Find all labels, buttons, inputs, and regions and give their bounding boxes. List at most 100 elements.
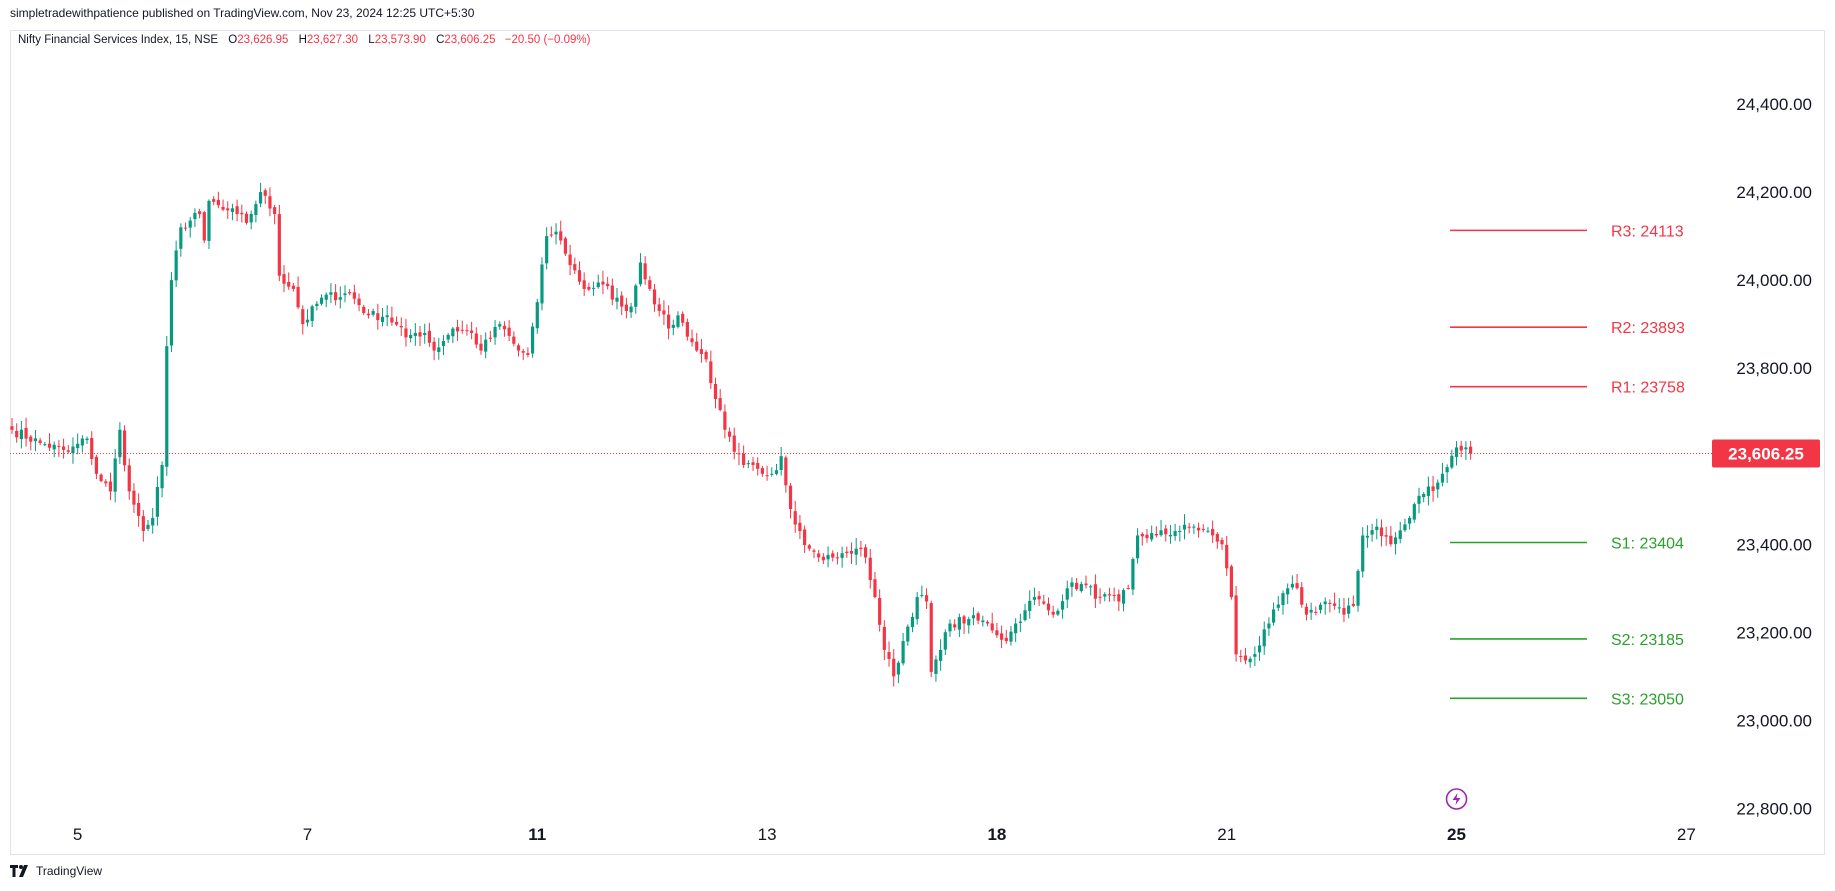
candle-body xyxy=(390,317,394,323)
candle-body xyxy=(1014,623,1018,634)
candle-body xyxy=(563,238,568,254)
candle-body xyxy=(432,341,436,351)
candle-body xyxy=(1347,605,1351,614)
candle-body xyxy=(1060,601,1065,610)
candle-body xyxy=(1314,611,1318,613)
candle-body xyxy=(990,623,994,631)
candle-body xyxy=(545,236,549,264)
candle-body xyxy=(1262,629,1266,647)
candle-body xyxy=(498,324,502,327)
candle-body xyxy=(418,332,422,337)
candle-body xyxy=(235,206,239,215)
candle-body xyxy=(521,351,525,353)
candle-body xyxy=(1300,587,1304,605)
candle-body xyxy=(746,463,750,465)
candle-body xyxy=(108,481,113,492)
candle-body xyxy=(1426,486,1430,496)
candle-body xyxy=(263,190,267,196)
candle-body xyxy=(1450,455,1454,468)
candle-body xyxy=(713,383,718,399)
candle-body xyxy=(887,652,891,659)
candle-body xyxy=(962,616,966,624)
candle-body xyxy=(1323,601,1327,605)
candle-body xyxy=(939,649,943,661)
close-value: 23,606.25 xyxy=(444,34,496,46)
candle-body xyxy=(1356,570,1360,606)
candle-body xyxy=(695,341,699,351)
candle-body xyxy=(981,620,985,623)
high-label: H xyxy=(298,34,307,46)
candle-body xyxy=(1182,524,1187,530)
candle-body xyxy=(409,334,413,339)
candle-body xyxy=(1140,533,1144,537)
candle-body xyxy=(1051,611,1055,615)
candle-body xyxy=(240,212,244,215)
candle-body xyxy=(1290,583,1294,588)
candle-body xyxy=(737,453,741,455)
candle-body xyxy=(1365,535,1370,538)
candle-body xyxy=(920,594,924,596)
y-tick-label: 22,800.00 xyxy=(1736,799,1812,818)
y-tick-label: 23,400.00 xyxy=(1736,535,1812,554)
candle-body xyxy=(1089,586,1093,588)
candle-body xyxy=(1408,517,1412,524)
candle-body xyxy=(57,445,61,447)
candle-body xyxy=(1145,534,1149,539)
candle-body xyxy=(967,619,971,626)
candle-body xyxy=(1042,601,1046,604)
candle-body xyxy=(582,280,586,289)
candle-body xyxy=(793,511,797,525)
candle-body xyxy=(488,337,492,339)
candle-body xyxy=(1211,528,1215,536)
candle-body xyxy=(441,340,446,346)
support-level-label: S1: 23404 xyxy=(1611,535,1684,552)
candle-body xyxy=(807,545,811,549)
candle-body xyxy=(530,326,535,354)
candle-body xyxy=(512,336,516,344)
candle-body xyxy=(760,468,764,474)
candle-body xyxy=(80,438,84,446)
candle-body xyxy=(1403,524,1407,531)
candle-body xyxy=(915,597,919,620)
candle-body xyxy=(137,502,141,516)
candle-body xyxy=(47,443,52,448)
candle-body xyxy=(1243,655,1248,661)
candle-body xyxy=(699,349,704,354)
candle-body xyxy=(404,328,408,338)
candle-body xyxy=(1309,609,1313,613)
candle-body xyxy=(1445,467,1449,473)
candle-body xyxy=(71,446,75,453)
candle-body xyxy=(1337,607,1341,609)
candle-body xyxy=(770,473,774,475)
candle-body xyxy=(1131,559,1135,590)
candle-body xyxy=(160,465,164,489)
candle-body xyxy=(315,303,319,307)
candle-body xyxy=(207,200,211,241)
candle-body xyxy=(446,334,450,340)
candle-body xyxy=(971,615,976,619)
candle-body xyxy=(474,333,478,345)
candle-body xyxy=(329,292,333,295)
candle-body xyxy=(1009,631,1013,642)
candle-body xyxy=(465,330,469,332)
candle-body xyxy=(348,292,352,294)
candle-body xyxy=(892,658,896,677)
tradingview-footer[interactable]: TradingView xyxy=(10,864,102,878)
candle-body xyxy=(638,262,643,285)
candle-body xyxy=(742,453,746,466)
candle-body xyxy=(1375,526,1379,530)
candle-body xyxy=(1422,493,1426,498)
candle-body xyxy=(995,630,999,636)
candle-body xyxy=(155,486,159,517)
candle-body xyxy=(460,329,464,331)
candle-body xyxy=(104,481,108,484)
candle-body xyxy=(1093,584,1097,599)
candle-body xyxy=(179,227,183,249)
candle-body xyxy=(1112,595,1116,597)
candle-body xyxy=(146,524,150,529)
support-level-label: S3: 23050 xyxy=(1611,691,1684,708)
candle-body xyxy=(352,292,356,299)
candle-body xyxy=(198,211,202,215)
candle-body xyxy=(882,626,886,650)
